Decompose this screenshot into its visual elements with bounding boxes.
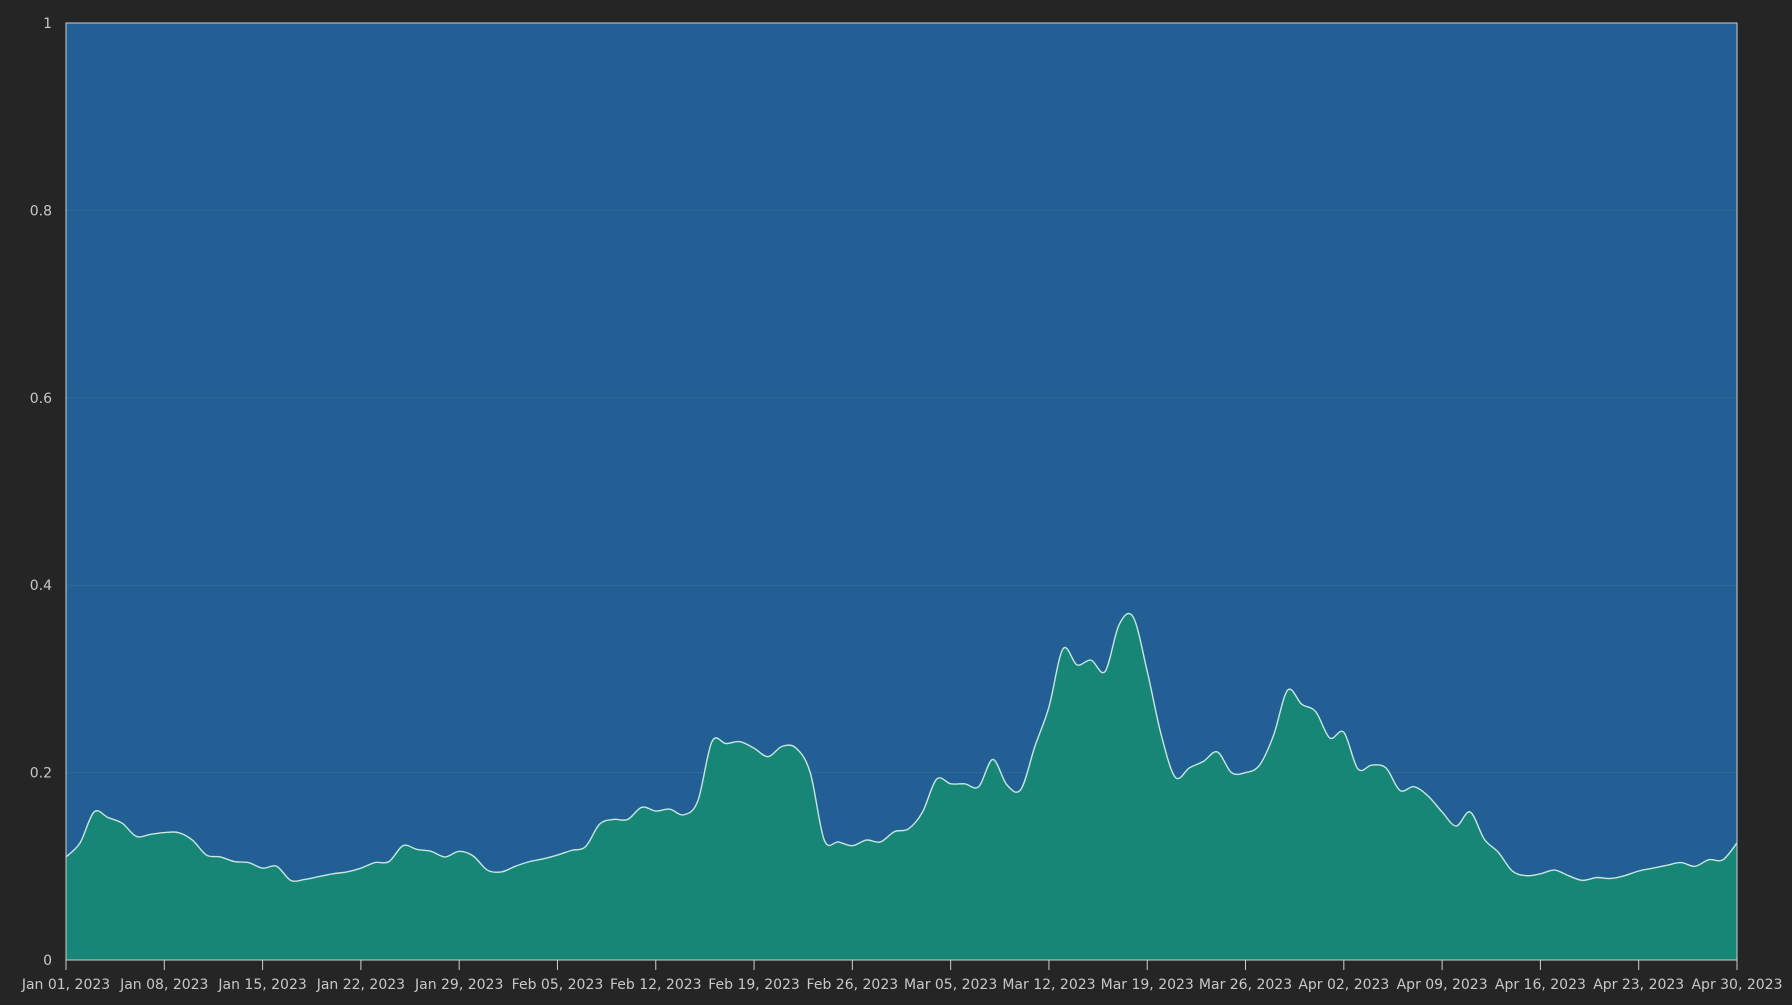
x-tick-label: Jan 15, 2023 — [217, 977, 306, 993]
y-tick-label: 0.2 — [30, 766, 52, 782]
x-tick-label: Feb 26, 2023 — [807, 977, 899, 993]
y-tick-label: 0.4 — [30, 578, 52, 594]
x-tick-label: Apr 30, 2023 — [1691, 977, 1782, 993]
y-tick-label: 0.6 — [30, 391, 52, 407]
x-tick-label: Feb 05, 2023 — [512, 977, 604, 993]
y-tick-label: 1 — [43, 16, 52, 32]
plot-area — [66, 23, 1737, 960]
x-tick-label: Apr 09, 2023 — [1397, 977, 1488, 993]
x-tick-label: Jan 29, 2023 — [414, 977, 503, 993]
y-tick-label: 0 — [43, 953, 52, 969]
x-tick-label: Mar 26, 2023 — [1199, 977, 1292, 993]
x-tick-label: Mar 19, 2023 — [1101, 977, 1194, 993]
x-tick-label: Mar 05, 2023 — [904, 977, 997, 993]
series-line — [65, 612, 1738, 882]
y-axis: 0 0.2 0.4 0.6 0.8 1 — [30, 16, 52, 969]
x-tick-label: Feb 12, 2023 — [610, 977, 702, 993]
x-tick-label: Mar 12, 2023 — [1002, 977, 1095, 993]
x-tick-label: Apr 02, 2023 — [1298, 977, 1389, 993]
x-tick-label: Jan 22, 2023 — [316, 977, 405, 993]
series-area — [66, 613, 1737, 960]
x-tick-label: Feb 19, 2023 — [708, 977, 800, 993]
x-tick-label: Jan 08, 2023 — [119, 977, 208, 993]
x-tick-label: Apr 16, 2023 — [1495, 977, 1586, 993]
plot-border — [65, 22, 1738, 961]
grid-lines — [66, 209, 1737, 774]
x-tick-label: Jan 01, 2023 — [21, 977, 110, 993]
x-axis: Jan 01, 2023 Jan 08, 2023 Jan 15, 2023 Jan … — [21, 960, 1783, 993]
x-tick-label: Apr 23, 2023 — [1593, 977, 1684, 993]
y-tick-label: 0.8 — [30, 203, 52, 219]
